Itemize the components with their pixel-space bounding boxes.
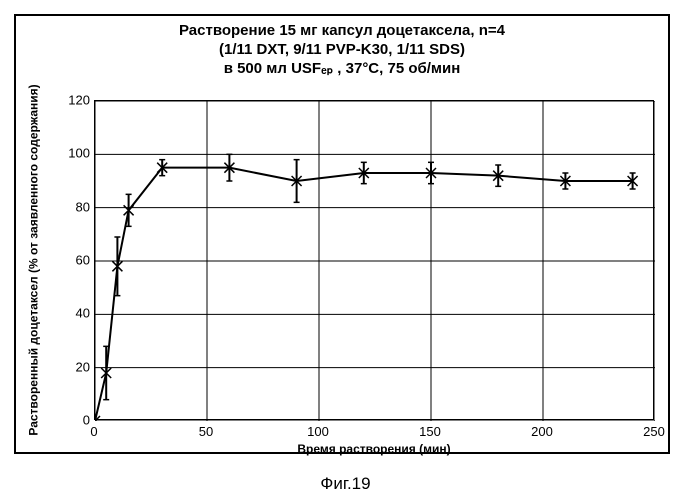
x-tick: 50 [199, 424, 213, 439]
figure-caption: Фиг.19 [0, 474, 691, 494]
y-axis-label: Растворенный доцетаксел (% от заявленног… [24, 100, 44, 420]
page-root: Растворение 15 мг капсул доцетаксела, n=… [0, 0, 691, 500]
title-line-3: в 500 мл USFₑₚ , 37°C, 75 об/мин [16, 60, 668, 79]
data-point [124, 194, 134, 226]
data-series [95, 154, 638, 421]
y-tick: 20 [56, 359, 90, 374]
y-axis-label-text: Растворенный доцетаксел (% от заявленног… [27, 84, 41, 435]
y-tick: 80 [56, 199, 90, 214]
plot-svg [95, 101, 655, 421]
y-tick: 120 [56, 93, 90, 108]
y-tick-labels: 020406080100120 [56, 100, 90, 420]
title-line-1: Растворение 15 мг капсул доцетаксела, n=… [16, 22, 668, 41]
y-tick: 40 [56, 306, 90, 321]
x-axis-label: Время растворения (мин) [94, 442, 654, 456]
figure-caption-text: Фиг.19 [320, 474, 370, 493]
chart-title: Растворение 15 мг капсул доцетаксела, n=… [16, 22, 668, 78]
x-tick: 250 [643, 424, 665, 439]
title-line-2: (1/11 DXT, 9/11 PVP-K30, 1/11 SDS) [16, 41, 668, 60]
plot-area [94, 100, 654, 420]
x-axis-label-text: Время растворения (мин) [297, 442, 450, 456]
x-tick: 100 [307, 424, 329, 439]
x-tick: 0 [90, 424, 97, 439]
y-tick: 60 [56, 253, 90, 268]
y-tick: 0 [56, 413, 90, 428]
y-tick: 100 [56, 146, 90, 161]
grid [95, 101, 655, 421]
x-tick: 200 [531, 424, 553, 439]
chart-frame: Растворение 15 мг капсул доцетаксела, n=… [14, 14, 670, 454]
x-tick: 150 [419, 424, 441, 439]
